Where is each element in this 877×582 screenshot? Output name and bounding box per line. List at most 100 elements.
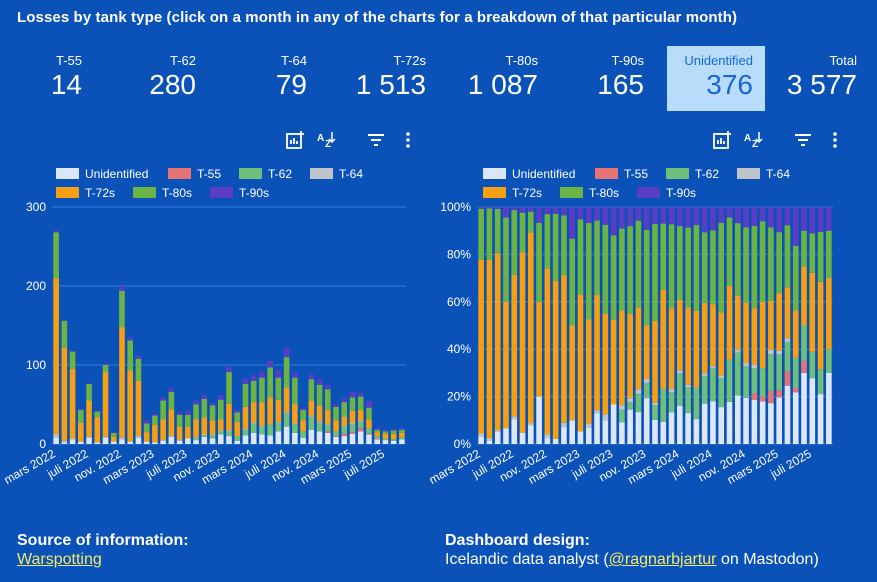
bar-segment-unidentified bbox=[250, 432, 257, 444]
filter-icon[interactable] bbox=[365, 129, 387, 151]
bar-segment-t64 bbox=[292, 423, 298, 425]
bar-segment-t72s bbox=[668, 308, 675, 390]
bar-segment-t64 bbox=[86, 436, 92, 438]
bar-segment-t64 bbox=[652, 402, 658, 406]
bar-segment-t62 bbox=[693, 387, 700, 420]
bar-segment-t90s bbox=[267, 361, 273, 368]
legend-item-t55[interactable]: T-55 bbox=[595, 167, 648, 181]
bar-segment-t90s bbox=[569, 207, 576, 239]
bar-segment-unidentified bbox=[561, 427, 567, 444]
bar-segment-unidentified bbox=[486, 440, 493, 444]
bar-segment-unidentified bbox=[569, 420, 576, 444]
bar-segment-t72s bbox=[110, 436, 117, 442]
bar-segment-t80s bbox=[324, 389, 331, 411]
bar-segment-t80s bbox=[143, 423, 150, 433]
bar-segment-t90s bbox=[110, 432, 117, 433]
kpi-label: T-80s bbox=[505, 53, 538, 68]
legend-item-t72s[interactable]: T-72s bbox=[483, 186, 542, 200]
bar-segment-t80s bbox=[652, 223, 658, 321]
legend-item-t90s[interactable]: T-90s bbox=[637, 186, 696, 200]
bar-segment-t62 bbox=[635, 393, 642, 413]
bar-segment-t64 bbox=[643, 379, 650, 383]
more-vert-icon[interactable] bbox=[824, 129, 846, 151]
bar-segment-t90s bbox=[209, 402, 216, 406]
bar-segment-t62 bbox=[382, 438, 389, 441]
bar-segment-t80s bbox=[308, 379, 315, 401]
kpi-t64[interactable]: T-64 79 bbox=[240, 46, 307, 111]
legend-item-t80s[interactable]: T-80s bbox=[560, 186, 619, 200]
bar-segment-t80s bbox=[193, 404, 199, 420]
legend-item-t80s[interactable]: T-80s bbox=[133, 186, 192, 200]
legend-item-t62[interactable]: T-62 bbox=[666, 167, 719, 181]
kpi-value: 165 bbox=[597, 69, 644, 100]
bar-segment-t64 bbox=[349, 423, 356, 425]
bar-segment-t64 bbox=[701, 373, 708, 376]
svg-text:Z: Z bbox=[325, 139, 331, 150]
bar-segment-t90s bbox=[300, 408, 306, 411]
bar-segment-t72s bbox=[217, 419, 224, 431]
bar-segment-t90s bbox=[536, 207, 542, 223]
bar-segment-t80s bbox=[528, 211, 534, 233]
bar-segment-unidentified bbox=[552, 438, 559, 444]
bar-segment-t80s bbox=[201, 398, 208, 418]
bar-segment-t80s bbox=[594, 220, 600, 296]
legend-item-t72s[interactable]: T-72s bbox=[56, 186, 115, 200]
bar-segment-t72s bbox=[726, 286, 733, 360]
legend-item-unidentified[interactable]: Unidentified bbox=[56, 167, 148, 181]
bar-segment-t72s bbox=[259, 402, 265, 426]
filter-icon[interactable] bbox=[792, 129, 814, 151]
kpi-t55[interactable]: T-55 14 bbox=[20, 46, 82, 111]
legend-item-t62[interactable]: T-62 bbox=[239, 167, 292, 181]
bar-segment-t80s bbox=[610, 235, 617, 320]
kpi-total[interactable]: Total 3 577 bbox=[780, 46, 857, 111]
legend-item-t55[interactable]: T-55 bbox=[168, 167, 221, 181]
bar-segment-t90s bbox=[152, 413, 158, 416]
bar-segment-t80s bbox=[185, 414, 191, 427]
bar-segment-t55 bbox=[333, 436, 339, 437]
bar-segment-t80s bbox=[660, 223, 667, 290]
bar-segment-t80s bbox=[801, 230, 807, 267]
mastodon-link[interactable]: @ragnarbjartur bbox=[608, 551, 717, 568]
more-vert-icon[interactable] bbox=[397, 129, 419, 151]
bar-segment-unidentified bbox=[635, 412, 642, 444]
kpi-value: 1 513 bbox=[355, 69, 426, 100]
bar-segment-t80s bbox=[619, 228, 625, 311]
kpi-value: 1 087 bbox=[467, 69, 538, 100]
legend-item-unidentified[interactable]: Unidentified bbox=[483, 167, 575, 181]
kpi-t90s[interactable]: T-90s 165 bbox=[580, 46, 644, 111]
bar-segment-unidentified bbox=[234, 440, 241, 444]
bar-segment-t72s bbox=[333, 420, 339, 432]
legend-item-t64[interactable]: T-64 bbox=[310, 167, 363, 181]
explore-chart-icon[interactable] bbox=[711, 129, 733, 151]
bar-segment-t72s bbox=[316, 405, 323, 422]
bar-segment-t80s bbox=[478, 208, 484, 260]
bar-segment-t90s bbox=[168, 388, 175, 392]
chart-share-losses[interactable]: 0% 20% 40% 60% 80% 100% mars 2022 juli 2022 nov.… bbox=[430, 196, 877, 501]
bar-segment-t80s bbox=[283, 357, 290, 388]
bar-segment-t80s bbox=[561, 215, 567, 275]
bar-segment-t72s bbox=[544, 268, 551, 435]
legend-item-t64[interactable]: T-64 bbox=[737, 167, 790, 181]
bar-segment-t64 bbox=[53, 434, 59, 438]
bar-segment-t80s bbox=[300, 410, 306, 421]
bar-segment-t72s bbox=[519, 252, 526, 433]
y-tick-label: 60% bbox=[447, 295, 471, 309]
bar-segment-unidentified bbox=[776, 397, 782, 444]
bar-segment-unidentified bbox=[168, 436, 175, 444]
chart-absolute-losses[interactable]: 0 100 200 300 mars 2022 juli 2022 nov. 2022 mar… bbox=[0, 196, 430, 501]
kpi-unidentified[interactable]: Unidentified 376 bbox=[667, 46, 765, 111]
bar-segment-t90s bbox=[102, 363, 109, 365]
explore-chart-icon[interactable] bbox=[284, 129, 306, 151]
bar-segment-t62 bbox=[768, 354, 774, 391]
legend-item-t90s[interactable]: T-90s bbox=[210, 186, 269, 200]
kpi-t72s[interactable]: T-72s 1 513 bbox=[350, 46, 426, 111]
bar-segment-t90s bbox=[486, 207, 493, 209]
y-tick-label: 80% bbox=[447, 247, 471, 261]
bar-segment-t64 bbox=[602, 414, 609, 421]
bar-segment-unidentified bbox=[366, 434, 372, 444]
kpi-t62[interactable]: T-62 280 bbox=[130, 46, 196, 111]
source-link[interactable]: Warspotting bbox=[17, 551, 102, 568]
kpi-t80s[interactable]: T-80s 1 087 bbox=[460, 46, 538, 111]
